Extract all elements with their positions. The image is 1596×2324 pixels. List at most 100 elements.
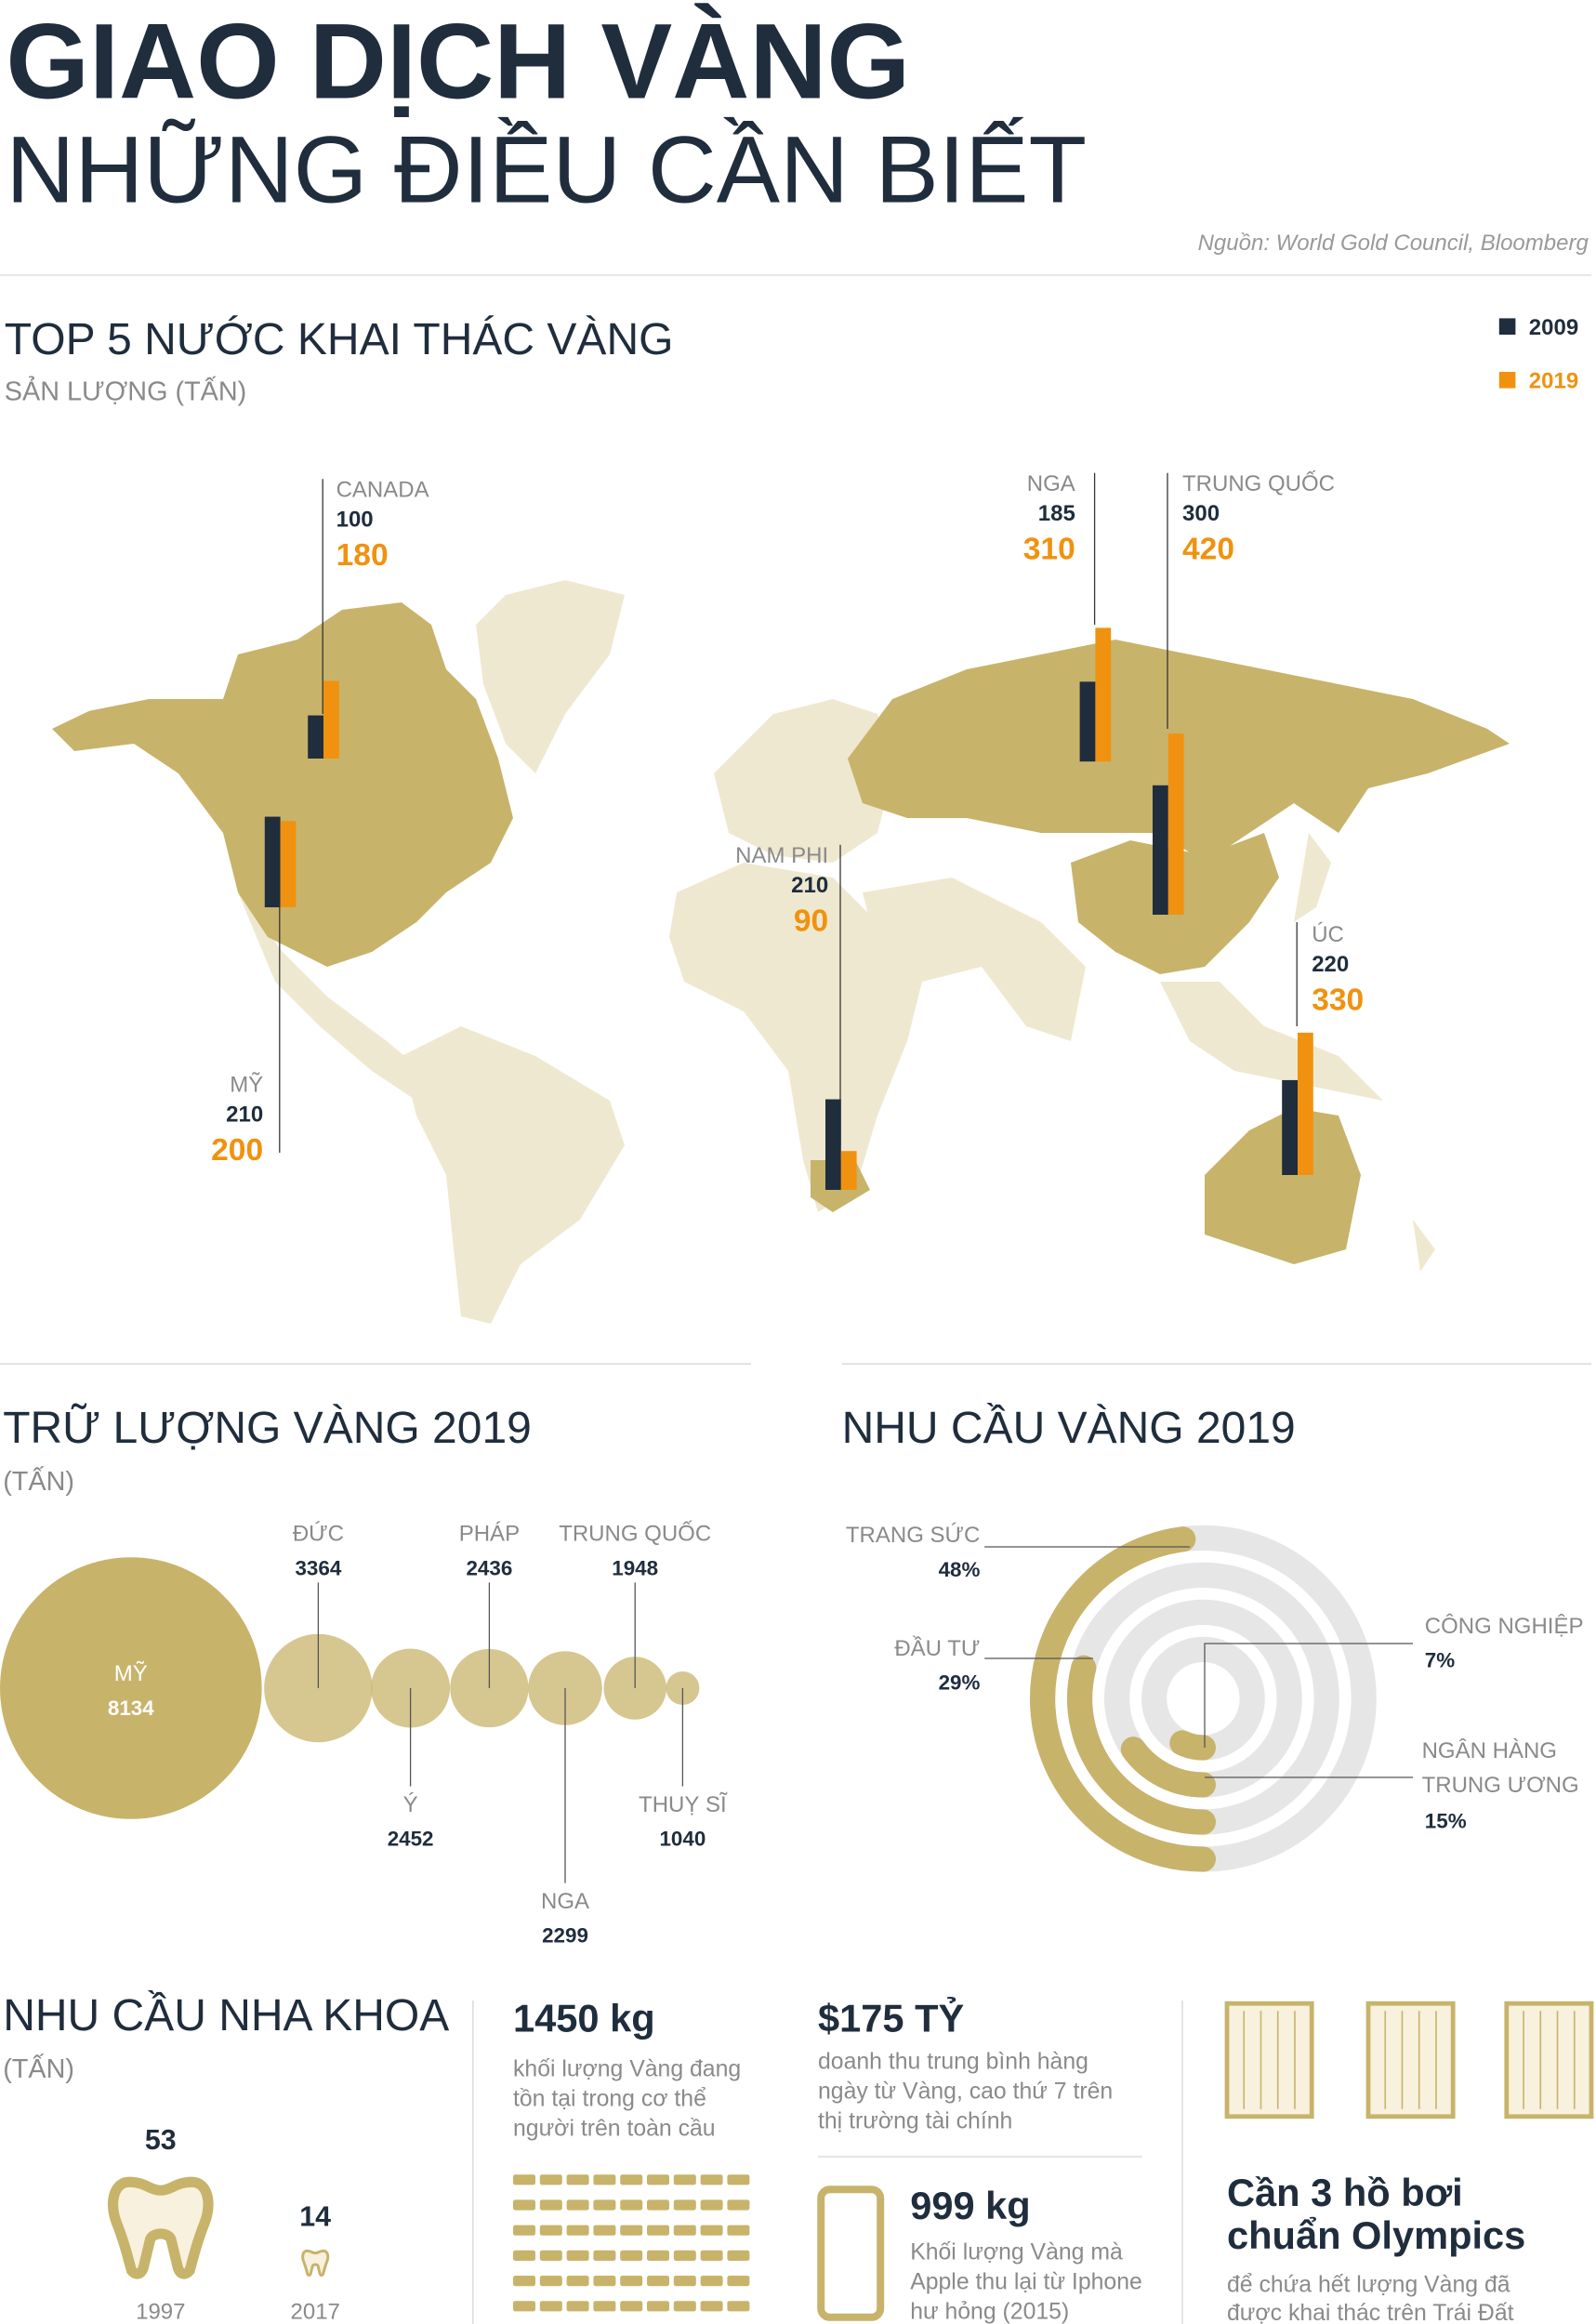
title: GIAO DỊCH VÀNG xyxy=(6,3,910,122)
gold-bar-icon xyxy=(700,2225,723,2236)
gold-bar-icon xyxy=(620,2225,643,2236)
fact-headline: 1450 kg xyxy=(513,1997,655,2040)
gold-bar-icon xyxy=(513,2174,535,2185)
bar xyxy=(1153,785,1168,915)
value-label: 1948 xyxy=(612,1556,658,1579)
middle-east xyxy=(863,878,1086,1041)
value-2009: 300 xyxy=(1182,501,1220,526)
value-label: 2452 xyxy=(388,1828,434,1851)
value-label: 48% xyxy=(939,1558,981,1581)
gold-bar-icon xyxy=(513,2225,535,2236)
label-box: NGÂN HÀNG TRUNG ƯƠNG xyxy=(1421,1738,1579,1799)
section-title: NHU CẦU VÀNG 2019 xyxy=(842,1403,1296,1453)
category-label: NGÂN HÀNG TRUNG ƯƠNG xyxy=(1421,1738,1579,1799)
gold-bar-icon xyxy=(539,2301,562,2312)
gold-bar-icon xyxy=(673,2225,696,2236)
country-label: NGA xyxy=(541,1889,589,1914)
fact-text: hư hỏng (2015) xyxy=(910,2299,1069,2324)
gold-bar-icon xyxy=(700,2276,723,2287)
value-2009: 210 xyxy=(226,1102,263,1127)
bubble xyxy=(0,1557,262,1819)
fact-text: người trên toàn cầu xyxy=(513,2117,716,2142)
bar xyxy=(840,1151,857,1190)
fact-text: thị trường tài chính xyxy=(818,2109,1012,2134)
ring-track xyxy=(1141,1636,1265,1761)
pool-icon xyxy=(1365,2000,1456,2119)
value-label: 14 xyxy=(299,2200,331,2232)
legend-label: 2009 xyxy=(1529,315,1578,340)
gold-bar-icon xyxy=(673,2199,696,2211)
fact-text: Apple thu lại từ Iphone xyxy=(910,2269,1142,2294)
gold-bar-icon xyxy=(539,2276,562,2287)
leader-line xyxy=(1204,1643,1414,1749)
value-2009: 185 xyxy=(1038,501,1075,526)
fact-text: tồn tại trong cơ thể xyxy=(513,2087,706,2112)
category-label: CÔNG NGHIỆP xyxy=(1425,1613,1584,1639)
value-2019: 200 xyxy=(211,1133,263,1168)
gold-bar-icon xyxy=(513,2301,535,2312)
section-subtitle: (TẤN) xyxy=(3,1465,74,1497)
section-subtitle: SẢN LƯỢNG (TẤN) xyxy=(5,375,246,406)
country-label: MỸ xyxy=(114,1661,148,1686)
ring-arc xyxy=(1169,1730,1217,1761)
country-label: NAM PHI xyxy=(735,843,828,868)
fact-text: doanh thu trung bình hàng xyxy=(818,2050,1088,2075)
pool-icon xyxy=(1504,2000,1594,2119)
tooth-icon xyxy=(108,2176,214,2279)
gold-bar-icon xyxy=(727,2301,750,2312)
gold-bar-icon xyxy=(727,2250,750,2261)
value-2019: 330 xyxy=(1312,983,1364,1017)
gold-bar-icon xyxy=(539,2174,562,2185)
value-label: 1040 xyxy=(659,1828,706,1851)
gold-bar-icon xyxy=(673,2301,696,2312)
value-label: 29% xyxy=(939,1671,981,1695)
subtitle: NHỮNG ĐIỀU CẦN BIẾT xyxy=(6,116,1087,223)
fact-text: được khai thác trên Trái Đất xyxy=(1227,2301,1514,2324)
value-2019: 310 xyxy=(1023,533,1075,567)
value-label: 2299 xyxy=(542,1924,588,1948)
country-label: Ý xyxy=(403,1792,418,1817)
fact-headline: 999 kg xyxy=(910,2184,1030,2227)
fact-headline: Cần 3 hồ bơi xyxy=(1227,2171,1463,2214)
country-label: ĐỨC xyxy=(293,1522,344,1547)
central-america xyxy=(238,892,431,1101)
value-2019: 180 xyxy=(336,538,389,573)
gold-bar-icon xyxy=(620,2199,643,2211)
country-label: TRUNG QUỐC xyxy=(559,1521,711,1547)
fact-text: Khối lượng Vàng mà xyxy=(910,2239,1123,2265)
gold-bar-icon xyxy=(513,2250,535,2261)
gold-bar-icon xyxy=(647,2174,669,2185)
africa xyxy=(669,863,922,1212)
gold-bar-icon xyxy=(727,2225,750,2236)
country-label: PHÁP xyxy=(459,1522,520,1547)
value-label: 8134 xyxy=(108,1697,154,1720)
gold-bar-icon xyxy=(593,2276,616,2287)
world-map xyxy=(52,580,1510,1324)
new-zealand xyxy=(1413,1220,1435,1272)
gold-bar-icon xyxy=(593,2301,616,2312)
gold-bar-icon xyxy=(593,2250,616,2261)
value-2009: 100 xyxy=(336,507,374,532)
fact-headline: chuẩn Olympics xyxy=(1227,2213,1525,2257)
year-label: 2017 xyxy=(291,2299,340,2324)
ring-arc xyxy=(1120,1736,1217,1798)
bar xyxy=(1282,1079,1298,1175)
gold-bar-icon xyxy=(513,2276,535,2287)
north-america xyxy=(52,602,513,967)
country-label: TRUNG QUỐC xyxy=(1182,470,1335,496)
gold-bar-icon xyxy=(539,2225,562,2236)
country-label: MỸ xyxy=(230,1072,263,1097)
gold-bar-icon xyxy=(673,2276,696,2287)
gold-bar-icon xyxy=(593,2225,616,2236)
canvas: GIAO DỊCH VÀNG NHỮNG ĐIỀU CẦN BIẾT Nguồn… xyxy=(0,3,1594,2324)
value-label: 15% xyxy=(1425,1809,1467,1832)
year-label: 1997 xyxy=(136,2299,185,2324)
gold-bar-icon xyxy=(539,2250,562,2261)
gold-bar-icon xyxy=(620,2301,643,2312)
south-america xyxy=(402,1026,625,1324)
japan xyxy=(1294,833,1331,922)
europe xyxy=(714,699,892,863)
gold-bar-icon xyxy=(620,2250,643,2261)
